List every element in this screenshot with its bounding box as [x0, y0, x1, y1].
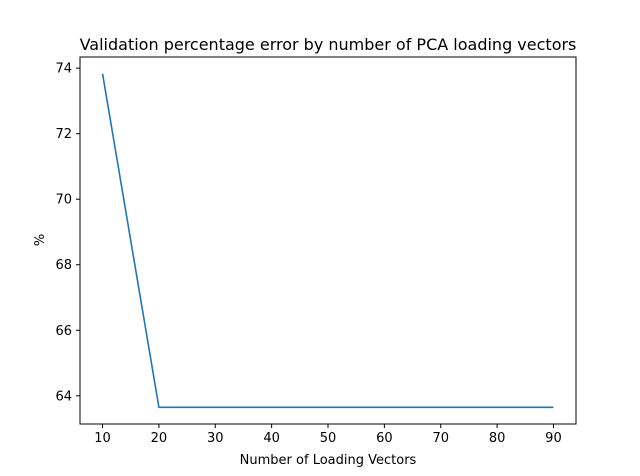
- y-tick-label: 70: [55, 193, 72, 208]
- plot-area: [101, 73, 554, 409]
- x-tick-label: 30: [207, 431, 224, 446]
- y-tick-label: 68: [55, 258, 72, 273]
- chart-title: Validation percentage error by number of…: [80, 35, 577, 54]
- x-tick-label: 20: [151, 431, 168, 446]
- x-axis-label: Number of Loading Vectors: [240, 453, 417, 468]
- x-tick-label: 40: [263, 431, 280, 446]
- x-tick-label: 90: [545, 431, 562, 446]
- series-line: [101, 73, 554, 409]
- axes-frame: [79, 56, 577, 425]
- y-tick-label: 74: [55, 62, 72, 77]
- x-tick-label: 10: [94, 431, 111, 446]
- y-tick-label: 64: [55, 389, 72, 404]
- x-tick-label: 50: [320, 431, 337, 446]
- axis-ticks: 10 20 30 40 50 60 70 80 90 64 66 68 70 72 74: [55, 62, 561, 446]
- x-tick-label: 80: [489, 431, 506, 446]
- y-tick-label: 66: [55, 324, 72, 339]
- x-tick-label: 70: [432, 431, 449, 446]
- x-tick-label: 60: [376, 431, 393, 446]
- y-tick-label: 72: [55, 127, 72, 142]
- y-axis-label: %: [33, 234, 48, 246]
